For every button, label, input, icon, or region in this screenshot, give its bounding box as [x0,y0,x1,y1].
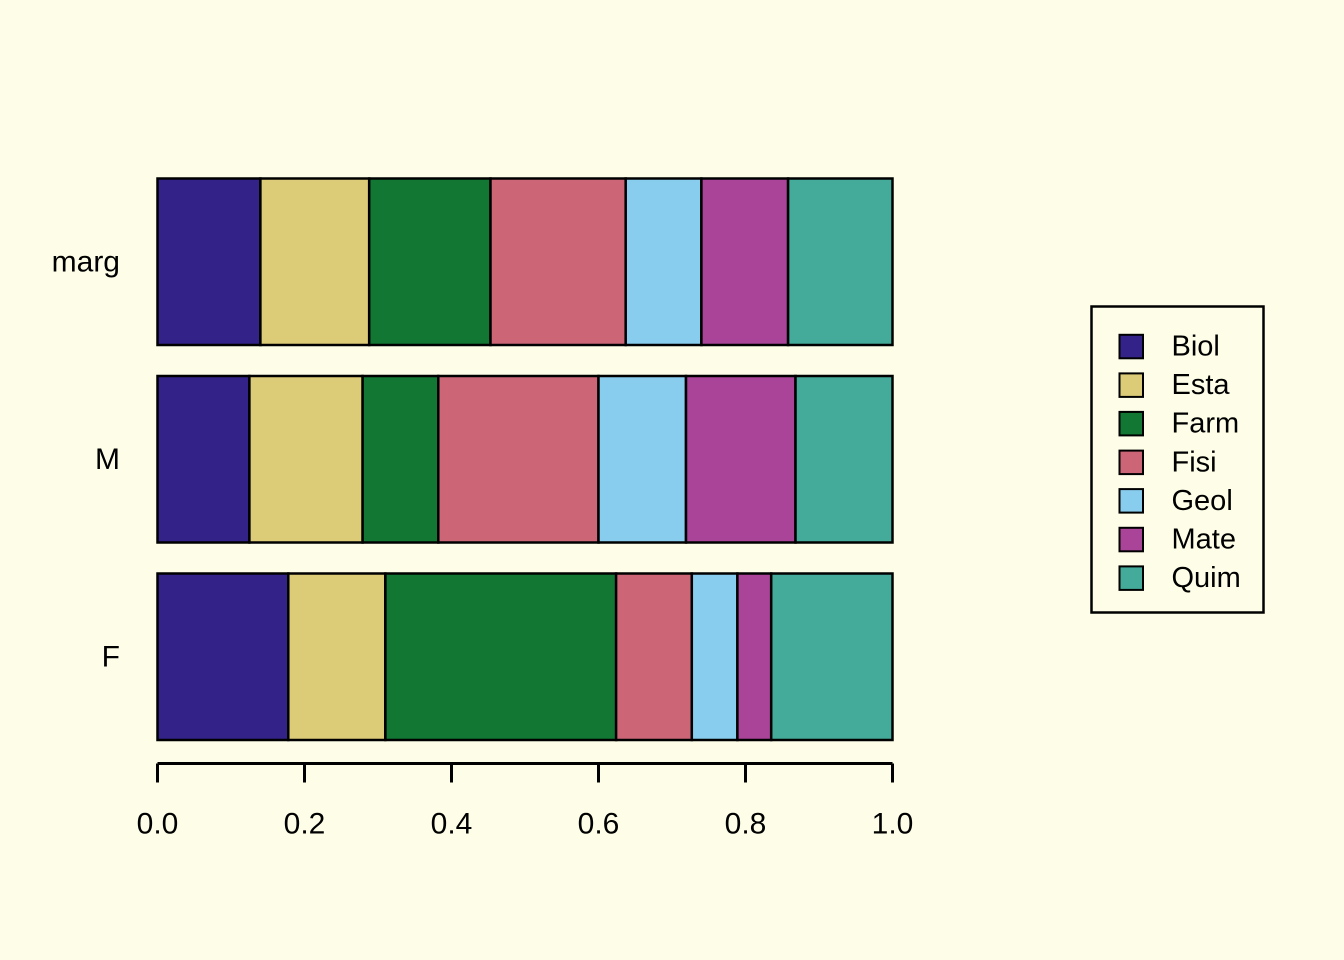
bar-segment-marg-Geol [624,177,703,347]
bar-segment-M-Farm [361,374,440,544]
bar-segment-F-Biol [156,572,290,742]
bar-segment-M-Mate [684,374,797,544]
bar-segment-M-Biol [156,374,251,544]
legend-label-Biol: Biol [1172,331,1220,363]
bar-segment-M-Geol [597,374,688,544]
legend-label-Fisi: Fisi [1172,446,1217,478]
x-axis-tick-label: 0.0 [137,808,179,841]
x-axis-tick-label: 0.8 [725,808,767,841]
legend-label-Geol: Geol [1172,485,1233,517]
x-axis-tick-label: 0.6 [578,808,620,841]
legend-swatch-Fisi [1118,449,1144,476]
bar-segment-F-Farm [384,572,618,742]
legend-swatch-Farm [1118,410,1144,437]
bar-segment-marg-Farm [367,177,492,347]
legend-swatch-Biol [1118,333,1144,360]
legend-label-Mate: Mate [1172,524,1236,556]
x-axis-tick-label: 1.0 [872,808,914,841]
bar-segment-F-Esta [287,572,387,742]
legend-swatch-Esta [1118,372,1144,398]
row-label-M: M [95,443,120,476]
bar-segment-marg-Mate [700,177,790,347]
legend-label-Esta: Esta [1172,369,1231,401]
legend-swatch-Geol [1118,488,1144,514]
bar-segment-F-Fisi [614,572,694,742]
legend-label-Quim: Quim [1172,562,1241,594]
bar-segment-F-Geol [690,572,739,742]
bar-segment-F-Mate [736,572,773,742]
bar-segment-F-Quim [769,572,894,742]
legend-box [1090,305,1265,614]
legend-swatch-Mate [1118,526,1144,553]
bar-segment-M-Quim [794,374,894,544]
bar-segment-marg-Biol [156,177,262,347]
x-axis-tick-label: 0.4 [431,808,473,841]
bar-segment-marg-Esta [259,177,371,347]
row-label-marg: marg [52,245,120,278]
row-label-F: F [102,640,120,673]
legend-label-Farm: Farm [1172,408,1240,440]
bar-segment-marg-Quim [786,177,894,347]
x-axis-tick-label: 0.2 [284,808,326,841]
bar-segment-M-Fisi [437,374,600,544]
legend-swatch-Quim [1118,565,1144,591]
bar-segment-M-Esta [248,374,364,544]
bar-segment-marg-Fisi [489,177,627,347]
